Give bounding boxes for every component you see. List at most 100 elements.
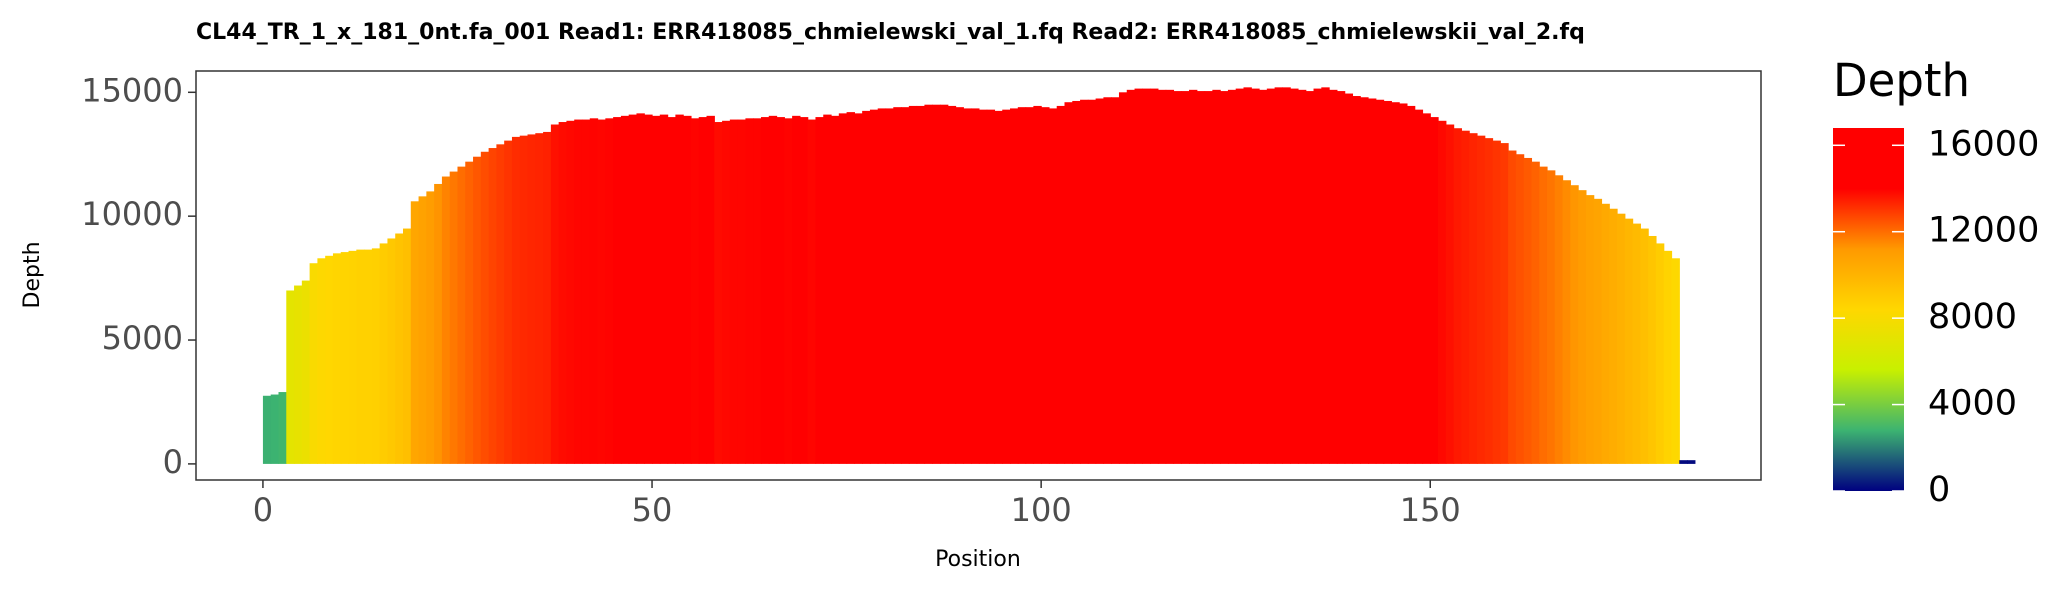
bar [636,113,645,464]
bar [714,122,723,464]
bar [449,171,459,464]
bar [480,151,490,464]
bar [1142,88,1151,464]
bar [262,395,272,464]
bar [1422,113,1431,464]
bar [1041,107,1050,464]
bar [613,117,622,464]
bar [1663,250,1673,464]
bar [1632,223,1641,464]
bar [364,249,373,464]
bar [1546,170,1556,464]
bar [1414,109,1424,464]
bar [908,105,918,464]
bar [776,117,785,464]
bar [644,114,653,464]
bar [978,109,988,464]
bar [1087,99,1097,464]
bar [986,109,996,464]
bar [1523,157,1533,464]
bar [1056,105,1066,464]
bar [426,191,435,464]
bar [1227,89,1237,464]
bar [488,148,497,464]
bar [1243,87,1252,464]
bar [1033,105,1042,464]
bar [278,392,287,464]
bar [558,122,568,464]
bar [1111,97,1120,464]
bar [1593,198,1603,464]
bar [1181,91,1190,464]
bar [1002,109,1011,464]
bar [566,120,575,464]
bar [1531,161,1540,464]
bar [1484,138,1494,464]
bar [963,108,972,464]
bar [1671,258,1680,464]
bar [994,110,1003,464]
bar [457,166,466,464]
colorbar-tick-label: 4000 [1928,384,2017,424]
bar [1640,228,1649,464]
colorbar-title: Depth [1833,54,1970,107]
bar [1476,135,1486,464]
bar [932,104,941,464]
y-tick-label: 15000 [81,71,183,109]
bar [620,115,630,464]
bar [947,105,957,464]
bar [698,117,708,464]
bar [1578,190,1587,464]
bar [1679,460,1688,464]
bar [1352,96,1361,464]
bar [519,135,529,464]
bar [1134,88,1143,464]
bar [745,118,754,464]
bar [1103,97,1112,464]
bar [1399,103,1408,464]
bar [916,105,926,464]
bar [1375,99,1385,464]
bar [1360,97,1369,464]
bar [1048,108,1058,464]
bar [893,107,902,464]
bar [286,290,295,464]
bar [1282,87,1291,464]
bar [1624,218,1634,464]
bar [574,119,583,464]
bar [1220,91,1229,464]
bar [1648,235,1657,464]
bar [418,196,427,464]
bar [496,144,505,464]
bar [309,263,319,464]
bar [683,115,692,464]
bar [1609,208,1618,464]
bar [1438,120,1447,464]
bar [1297,89,1307,464]
bar [862,110,871,464]
bar [706,115,715,464]
bar [854,113,863,464]
colorbar-tick-label: 12000 [1928,211,2039,251]
bar [1461,130,1470,464]
y-axis-label: Depth [20,241,45,308]
bar [597,119,606,464]
bar [652,115,661,464]
bar [885,108,894,464]
bar [729,119,739,464]
bar [1515,154,1525,464]
bar [1329,89,1338,464]
bar [348,250,357,464]
bar [955,107,964,464]
bar [1344,93,1354,464]
bar [294,285,303,464]
x-tick-label: 50 [632,491,673,529]
bar [1367,98,1377,464]
bar [1570,185,1579,464]
bar [1539,166,1548,464]
bar [1118,92,1128,464]
bar [1406,105,1416,464]
bar [473,156,482,464]
bar [332,253,342,464]
bar [792,115,801,464]
